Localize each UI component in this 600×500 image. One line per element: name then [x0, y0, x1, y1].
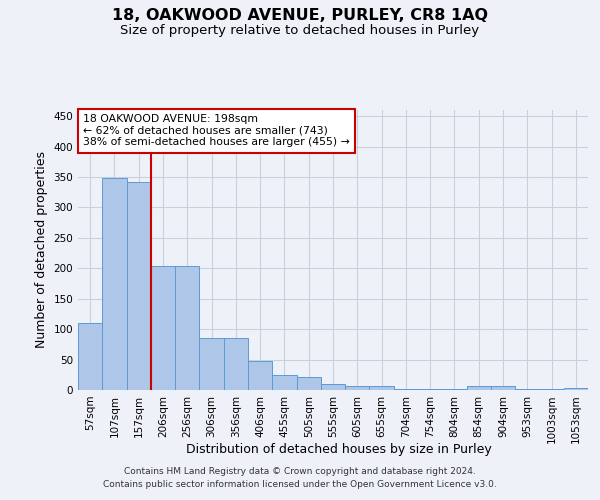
Bar: [539, 389, 564, 390]
Text: Contains public sector information licensed under the Open Government Licence v3: Contains public sector information licen…: [103, 480, 497, 489]
Bar: [515, 389, 539, 390]
Bar: [248, 362, 272, 390]
Bar: [224, 338, 248, 390]
Bar: [564, 388, 588, 390]
Text: Distribution of detached houses by size in Purley: Distribution of detached houses by size …: [186, 442, 492, 456]
Bar: [127, 182, 151, 390]
Bar: [296, 376, 321, 390]
Bar: [394, 389, 418, 390]
Y-axis label: Number of detached properties: Number of detached properties: [35, 152, 48, 348]
Bar: [151, 266, 175, 390]
Bar: [345, 386, 370, 390]
Bar: [78, 323, 102, 390]
Bar: [442, 389, 467, 390]
Bar: [199, 338, 224, 390]
Bar: [370, 386, 394, 390]
Text: Size of property relative to detached houses in Purley: Size of property relative to detached ho…: [121, 24, 479, 37]
Text: 18, OAKWOOD AVENUE, PURLEY, CR8 1AQ: 18, OAKWOOD AVENUE, PURLEY, CR8 1AQ: [112, 8, 488, 22]
Bar: [321, 384, 345, 390]
Bar: [491, 386, 515, 390]
Text: 18 OAKWOOD AVENUE: 198sqm
← 62% of detached houses are smaller (743)
38% of semi: 18 OAKWOOD AVENUE: 198sqm ← 62% of detac…: [83, 114, 350, 148]
Bar: [272, 376, 296, 390]
Bar: [102, 178, 127, 390]
Bar: [467, 386, 491, 390]
Bar: [418, 389, 442, 390]
Bar: [175, 266, 199, 390]
Text: Contains HM Land Registry data © Crown copyright and database right 2024.: Contains HM Land Registry data © Crown c…: [124, 467, 476, 476]
